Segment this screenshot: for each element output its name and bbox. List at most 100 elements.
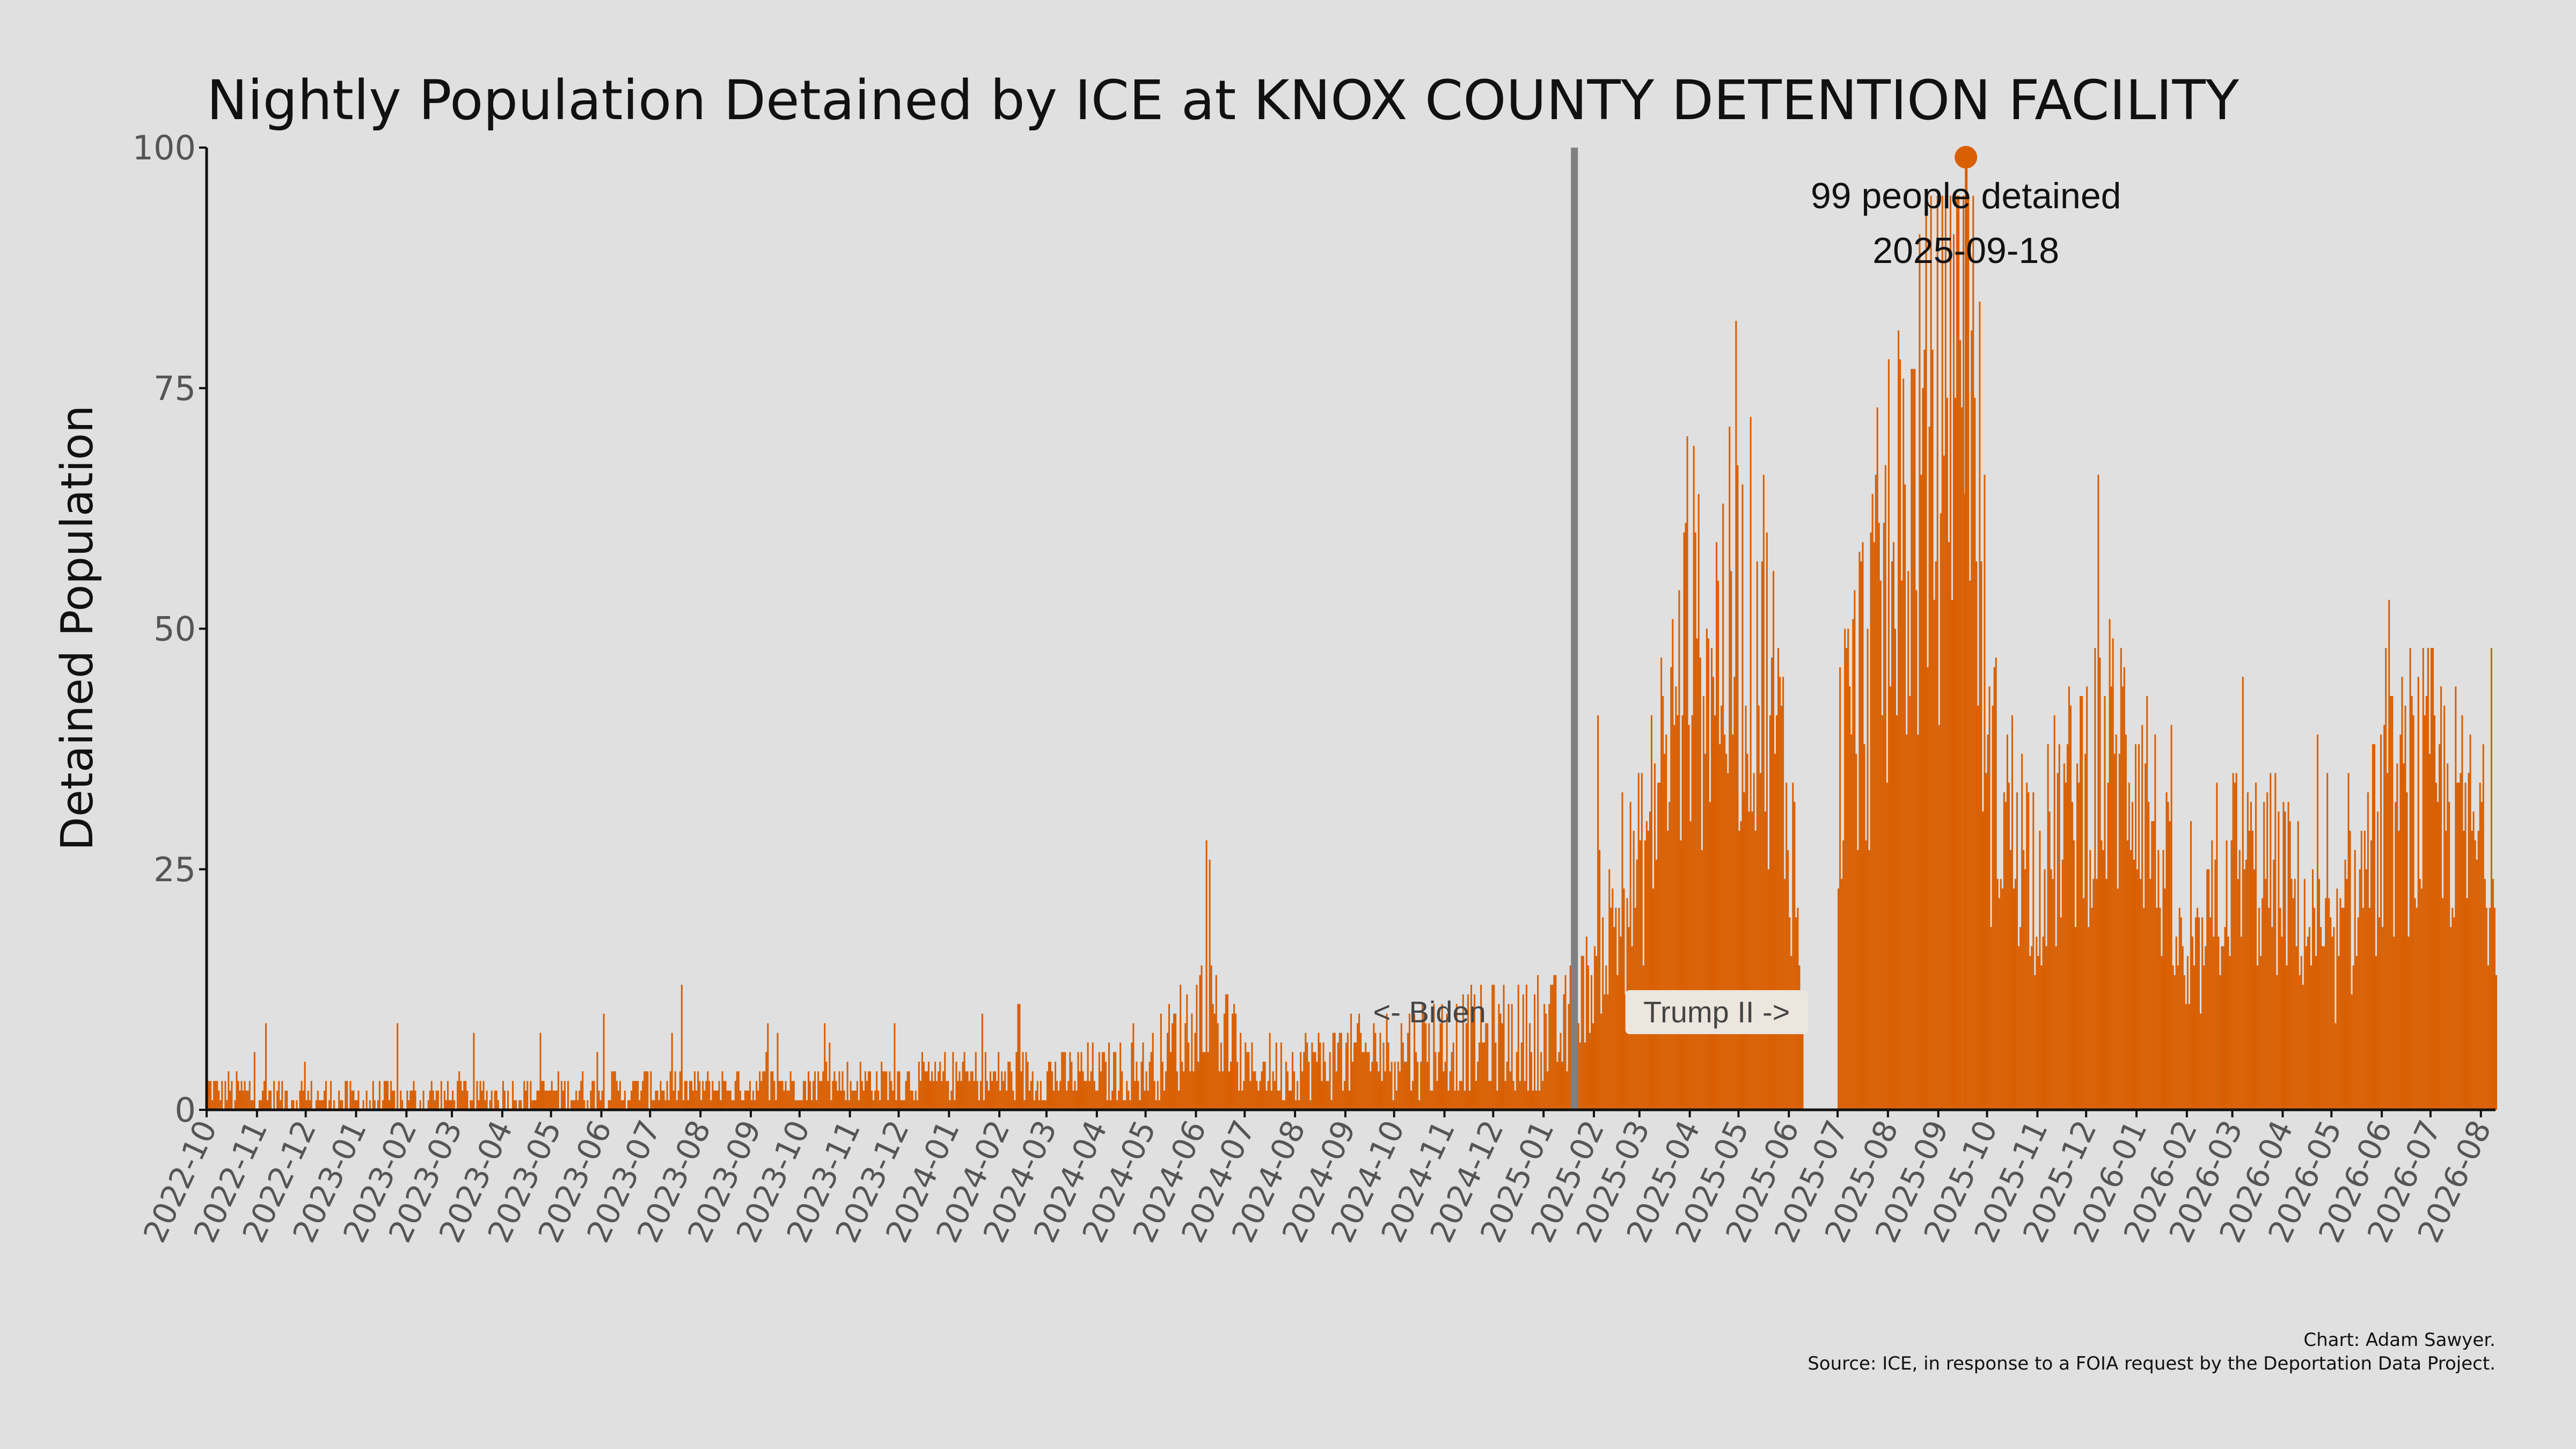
- bar: [242, 1091, 244, 1110]
- bar: [2315, 956, 2317, 1110]
- bar: [1433, 1004, 1435, 1110]
- bar: [546, 1091, 548, 1110]
- bar: [2080, 696, 2082, 1110]
- bar: [301, 1081, 303, 1110]
- bar: [1358, 1013, 1360, 1110]
- bar: [751, 1100, 753, 1110]
- bar: [664, 1100, 667, 1110]
- bar: [1343, 1081, 1345, 1110]
- bar: [1620, 936, 1622, 1110]
- bar: [949, 1100, 951, 1110]
- bar: [305, 1100, 308, 1110]
- bar: [2012, 888, 2015, 1110]
- bar: [1563, 994, 1565, 1110]
- bar: [1777, 648, 1780, 1110]
- bar: [229, 1091, 231, 1110]
- bar: [579, 1091, 581, 1110]
- bar: [2154, 734, 2156, 1110]
- bar: [2349, 831, 2351, 1110]
- bar: [276, 1091, 279, 1110]
- bar: [1748, 811, 1750, 1110]
- bar: [2492, 879, 2494, 1110]
- bar: [2416, 908, 2418, 1110]
- bar: [2480, 802, 2483, 1110]
- bar: [1792, 782, 1794, 1110]
- bar: [2380, 734, 2382, 1110]
- bar: [1430, 1091, 1432, 1110]
- bar: [1984, 474, 1986, 1110]
- bar: [837, 1091, 839, 1110]
- bar: [1439, 1023, 1441, 1110]
- bar: [1043, 1100, 1045, 1110]
- bar: [967, 1071, 969, 1110]
- bar: [1006, 1091, 1008, 1110]
- bar: [924, 1071, 926, 1110]
- bar: [372, 1081, 374, 1110]
- bar: [1649, 811, 1651, 1110]
- bar: [1782, 677, 1784, 1110]
- bar: [2258, 908, 2260, 1110]
- bar: [2057, 773, 2059, 1110]
- bar: [1243, 1081, 1245, 1110]
- bar: [1366, 1052, 1368, 1110]
- bar: [1511, 1004, 1513, 1110]
- y-tick-label: 0: [175, 1091, 196, 1130]
- bar: [1607, 994, 1609, 1110]
- bar: [1093, 1081, 1095, 1110]
- bar: [1357, 1023, 1359, 1110]
- bar: [518, 1100, 521, 1110]
- bar: [533, 1100, 535, 1110]
- bar: [1330, 1100, 1333, 1110]
- bar: [822, 1071, 824, 1110]
- bar: [885, 1071, 888, 1110]
- bar: [1556, 1062, 1558, 1110]
- bar: [397, 1023, 399, 1110]
- bar: [1927, 667, 1929, 1110]
- bar: [309, 1100, 311, 1110]
- bar: [1707, 638, 1709, 1110]
- bar-series: [207, 157, 2498, 1110]
- bar: [1597, 715, 1599, 1110]
- bar: [1963, 195, 1965, 1110]
- bar: [236, 1071, 238, 1110]
- bar: [1226, 994, 1228, 1110]
- bar: [1425, 1023, 1427, 1110]
- bar: [639, 1100, 641, 1110]
- bar: [2126, 840, 2128, 1110]
- bar: [1689, 821, 1692, 1110]
- bar: [270, 1091, 272, 1110]
- bar: [2257, 965, 2259, 1110]
- bar: [769, 1100, 771, 1110]
- bar: [1290, 1091, 1292, 1110]
- bar: [273, 1081, 275, 1110]
- bar: [756, 1081, 758, 1110]
- bar: [2411, 696, 2413, 1110]
- bar: [2240, 936, 2242, 1110]
- bar: [1637, 773, 1640, 1110]
- bar: [1051, 1071, 1053, 1110]
- bar: [1587, 965, 1589, 1110]
- bar: [2019, 927, 2022, 1110]
- bar: [819, 1081, 821, 1110]
- bar: [390, 1081, 392, 1110]
- bar: [1781, 705, 1783, 1110]
- bar: [2120, 648, 2122, 1110]
- bar: [892, 1091, 894, 1110]
- bar: [2289, 821, 2291, 1110]
- bar: [1022, 1052, 1024, 1110]
- bar: [733, 1100, 735, 1110]
- bar: [1209, 859, 1211, 1110]
- bar: [2230, 840, 2233, 1110]
- bar: [2205, 946, 2207, 1110]
- bar: [1311, 1042, 1313, 1110]
- bar: [1041, 1100, 1043, 1110]
- bar: [1204, 1052, 1206, 1110]
- bar: [1066, 1091, 1068, 1110]
- bar: [960, 1081, 962, 1110]
- bar: [536, 1091, 538, 1110]
- bar: [2406, 792, 2408, 1110]
- bar: [2439, 744, 2441, 1110]
- bar: [652, 1100, 654, 1110]
- bar: [806, 1100, 808, 1110]
- bar: [1516, 1052, 1518, 1110]
